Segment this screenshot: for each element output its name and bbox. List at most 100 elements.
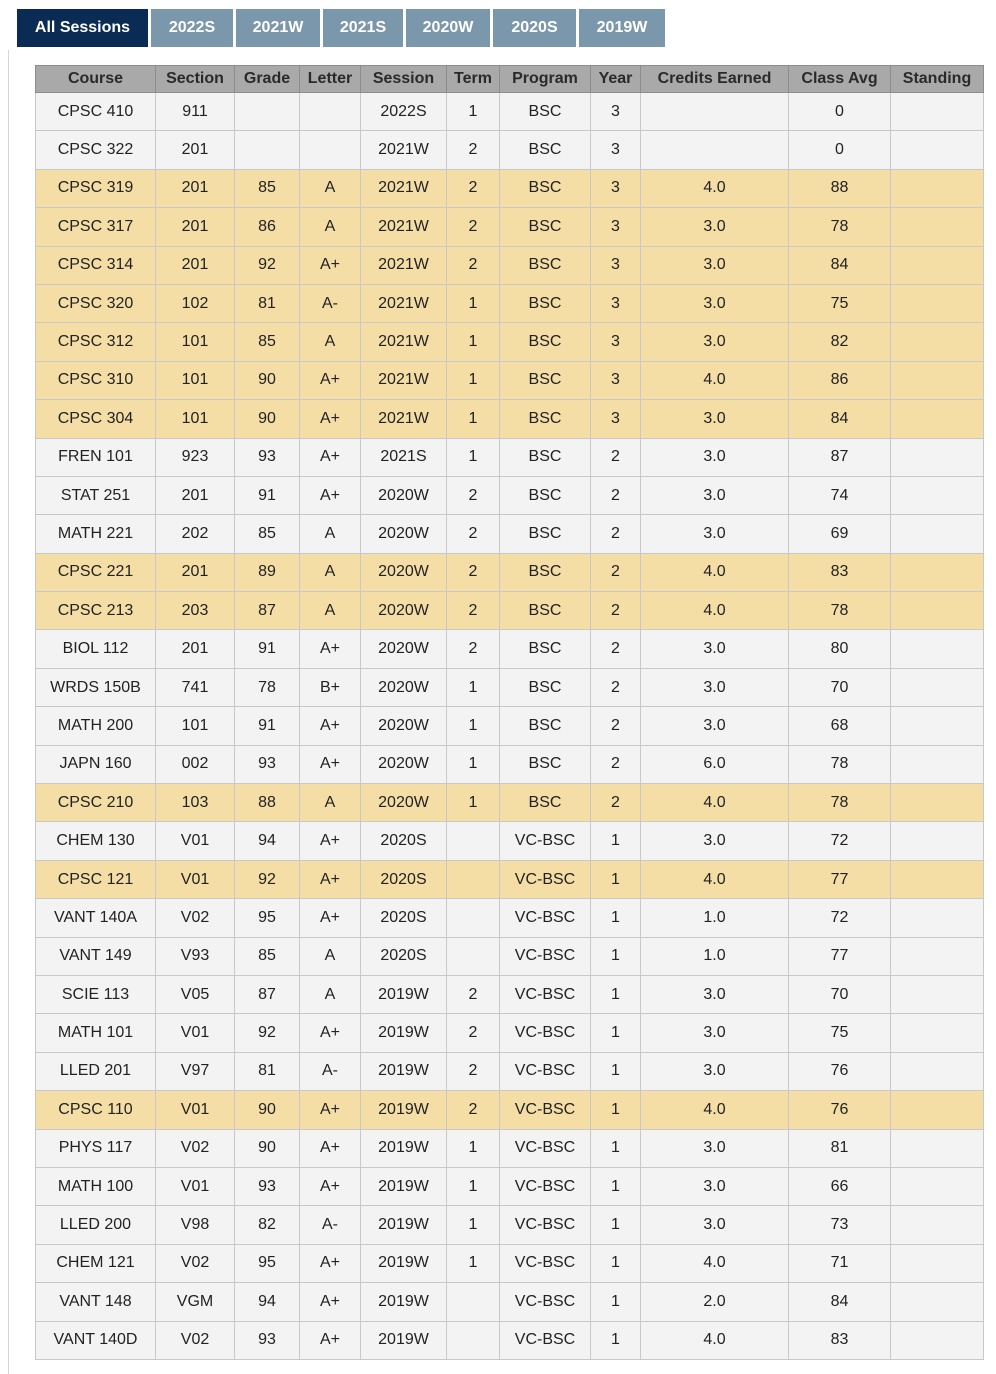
letter-cell: A <box>299 783 361 823</box>
section-cell: 201 <box>155 245 235 285</box>
course-cell: BIOL 112 <box>35 629 156 669</box>
col-header-section[interactable]: Section <box>155 65 235 93</box>
class-avg-cell: 71 <box>788 1243 891 1284</box>
tab-2022s[interactable]: 2022S <box>151 9 233 47</box>
letter-cell: A+ <box>299 898 361 938</box>
letter-cell: A+ <box>299 1166 361 1207</box>
section-cell: V93 <box>155 936 235 976</box>
col-header-term[interactable]: Term <box>446 65 500 93</box>
letter-cell: A- <box>299 1051 361 1092</box>
grade-cell: 90 <box>234 399 300 439</box>
year-cell: 2 <box>590 475 641 516</box>
program-cell: BSC <box>499 744 591 785</box>
grade-cell: 93 <box>234 1320 300 1360</box>
standing-cell <box>890 399 984 439</box>
program-cell: BSC <box>499 783 591 823</box>
letter-cell: A+ <box>299 1128 361 1168</box>
term-cell: 2 <box>446 168 500 209</box>
table-row: CPSC 210 103 88 A 2020W 1 BSC 2 4.0 78 <box>35 783 984 823</box>
standing-cell <box>890 1320 984 1360</box>
col-header-credits-earned[interactable]: Credits Earned <box>640 65 789 93</box>
letter-cell: A <box>299 514 361 554</box>
program-cell: BSC <box>499 591 591 631</box>
credits-cell: 2.0 <box>640 1282 789 1322</box>
table-row: MATH 101 V01 92 A+ 2019W 2 VC-BSC 1 3.0 75 <box>35 1013 984 1053</box>
credits-cell: 3.0 <box>640 475 789 516</box>
standing-cell <box>890 1166 984 1207</box>
tab-2020s[interactable]: 2020S <box>493 9 576 47</box>
col-header-session[interactable]: Session <box>360 65 447 93</box>
standing-cell <box>890 744 984 785</box>
grade-cell: 92 <box>234 859 300 900</box>
course-cell: CHEM 130 <box>35 821 156 861</box>
credits-cell: 3.0 <box>640 821 789 861</box>
standing-cell <box>890 859 984 900</box>
class-avg-cell: 88 <box>788 168 891 209</box>
section-cell: 203 <box>155 591 235 631</box>
program-cell: VC-BSC <box>499 1166 591 1207</box>
credits-cell: 4.0 <box>640 1320 789 1360</box>
col-header-standing[interactable]: Standing <box>890 65 984 93</box>
credits-cell: 3.0 <box>640 667 789 708</box>
standing-cell <box>890 130 984 170</box>
col-header-grade[interactable]: Grade <box>234 65 300 93</box>
credits-cell <box>640 130 789 170</box>
credits-cell: 4.0 <box>640 783 789 823</box>
col-header-class-avg[interactable]: Class Avg <box>788 65 891 93</box>
tab-2020w[interactable]: 2020W <box>406 9 490 47</box>
section-cell: VGM <box>155 1282 235 1322</box>
program-cell: BSC <box>499 207 591 247</box>
year-cell: 1 <box>590 1013 641 1053</box>
table-row: CPSC 410 911 2022S 1 BSC 3 0 <box>35 91 984 132</box>
table-row: CPSC 319 201 85 A 2021W 2 BSC 3 4.0 88 <box>35 168 984 209</box>
section-cell: V02 <box>155 1128 235 1168</box>
session-cell: 2020S <box>360 898 447 938</box>
col-header-year[interactable]: Year <box>590 65 641 93</box>
term-cell: 2 <box>446 514 500 554</box>
class-avg-cell: 69 <box>788 514 891 554</box>
program-cell: VC-BSC <box>499 974 591 1015</box>
credits-cell: 4.0 <box>640 1243 789 1284</box>
standing-cell <box>890 168 984 209</box>
standing-cell <box>890 552 984 593</box>
class-avg-cell: 78 <box>788 744 891 785</box>
course-cell: CPSC 319 <box>35 168 156 209</box>
credits-cell: 1.0 <box>640 898 789 938</box>
year-cell: 2 <box>590 552 641 593</box>
tab-all-sessions[interactable]: All Sessions <box>17 9 148 47</box>
table-row: VANT 148 VGM 94 A+ 2019W VC-BSC 1 2.0 84 <box>35 1282 984 1322</box>
letter-cell: A+ <box>299 1243 361 1284</box>
session-cell: 2020W <box>360 552 447 593</box>
course-cell: LLED 200 <box>35 1205 156 1245</box>
standing-cell <box>890 514 984 554</box>
year-cell: 2 <box>590 591 641 631</box>
grade-cell: 93 <box>234 1166 300 1207</box>
standing-cell <box>890 1282 984 1322</box>
course-cell: STAT 251 <box>35 475 156 516</box>
grade-cell: 92 <box>234 245 300 285</box>
grade-cell: 92 <box>234 1013 300 1053</box>
table-row: MATH 200 101 91 A+ 2020W 1 BSC 2 3.0 68 <box>35 706 984 746</box>
credits-cell: 4.0 <box>640 168 789 209</box>
standing-cell <box>890 821 984 861</box>
grade-cell: 86 <box>234 207 300 247</box>
standing-cell <box>890 783 984 823</box>
tab-2019w[interactable]: 2019W <box>579 9 665 47</box>
letter-cell: A+ <box>299 859 361 900</box>
standing-cell <box>890 1051 984 1092</box>
class-avg-cell: 82 <box>788 322 891 362</box>
col-header-course[interactable]: Course <box>35 65 156 93</box>
class-avg-cell: 80 <box>788 629 891 669</box>
col-header-letter[interactable]: Letter <box>299 65 361 93</box>
grade-cell: 94 <box>234 821 300 861</box>
col-header-program[interactable]: Program <box>499 65 591 93</box>
session-cell: 2021W <box>360 399 447 439</box>
letter-cell: A+ <box>299 437 361 477</box>
grade-cell: 78 <box>234 667 300 708</box>
section-cell: V05 <box>155 974 235 1015</box>
tab-2021s[interactable]: 2021S <box>323 9 403 47</box>
session-cell: 2020W <box>360 783 447 823</box>
tab-2021w[interactable]: 2021W <box>236 9 320 47</box>
letter-cell: A <box>299 552 361 593</box>
grade-cell <box>234 91 300 132</box>
